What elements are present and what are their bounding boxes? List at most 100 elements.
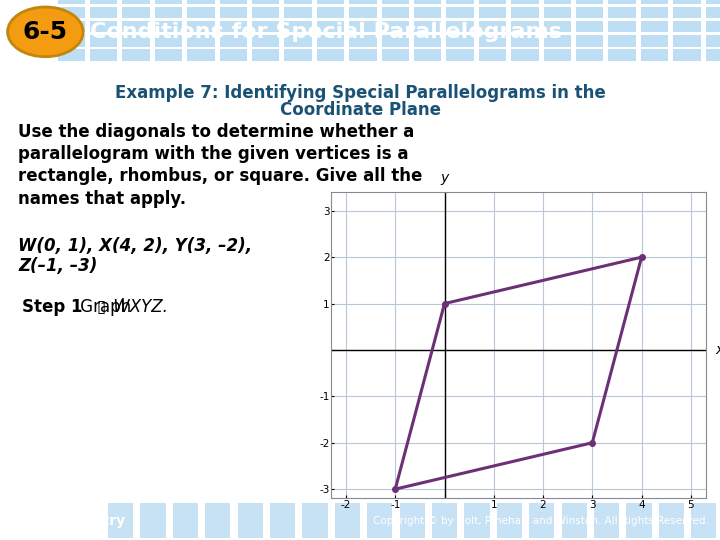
FancyBboxPatch shape <box>252 0 279 4</box>
FancyBboxPatch shape <box>220 35 247 46</box>
FancyBboxPatch shape <box>382 0 409 4</box>
FancyBboxPatch shape <box>511 7 539 18</box>
FancyBboxPatch shape <box>220 49 247 60</box>
FancyBboxPatch shape <box>544 21 571 32</box>
FancyBboxPatch shape <box>529 503 554 538</box>
FancyBboxPatch shape <box>544 0 571 4</box>
FancyBboxPatch shape <box>349 21 377 32</box>
FancyBboxPatch shape <box>511 0 539 4</box>
Text: Step 1: Step 1 <box>22 298 83 316</box>
FancyBboxPatch shape <box>58 21 85 32</box>
FancyBboxPatch shape <box>90 21 117 32</box>
FancyBboxPatch shape <box>58 49 85 60</box>
Text: rectangle, rhombus, or square. Give all the: rectangle, rhombus, or square. Give all … <box>18 167 423 185</box>
FancyBboxPatch shape <box>122 0 150 4</box>
FancyBboxPatch shape <box>317 21 344 32</box>
FancyBboxPatch shape <box>284 35 312 46</box>
FancyBboxPatch shape <box>284 7 312 18</box>
FancyBboxPatch shape <box>706 35 720 46</box>
FancyBboxPatch shape <box>400 503 425 538</box>
FancyBboxPatch shape <box>382 21 409 32</box>
FancyBboxPatch shape <box>576 49 603 60</box>
FancyBboxPatch shape <box>122 49 150 60</box>
FancyBboxPatch shape <box>155 21 182 32</box>
FancyBboxPatch shape <box>317 49 344 60</box>
FancyBboxPatch shape <box>155 0 182 4</box>
FancyBboxPatch shape <box>220 21 247 32</box>
FancyBboxPatch shape <box>544 35 571 46</box>
FancyBboxPatch shape <box>414 49 441 60</box>
FancyBboxPatch shape <box>349 35 377 46</box>
FancyBboxPatch shape <box>317 0 344 4</box>
FancyBboxPatch shape <box>608 35 636 46</box>
FancyBboxPatch shape <box>122 7 150 18</box>
Text: y: y <box>441 171 449 185</box>
FancyBboxPatch shape <box>90 49 117 60</box>
FancyBboxPatch shape <box>252 35 279 46</box>
FancyBboxPatch shape <box>608 49 636 60</box>
FancyBboxPatch shape <box>706 7 720 18</box>
Text: Conditions for Special Parallelograms: Conditions for Special Parallelograms <box>90 22 562 42</box>
FancyBboxPatch shape <box>317 7 344 18</box>
FancyBboxPatch shape <box>641 7 668 18</box>
Text: x: x <box>716 343 720 357</box>
Text: WXYZ.: WXYZ. <box>108 298 168 316</box>
FancyBboxPatch shape <box>284 0 312 4</box>
FancyBboxPatch shape <box>673 35 701 46</box>
FancyBboxPatch shape <box>382 7 409 18</box>
FancyBboxPatch shape <box>673 21 701 32</box>
FancyBboxPatch shape <box>594 503 619 538</box>
FancyBboxPatch shape <box>576 7 603 18</box>
FancyBboxPatch shape <box>576 35 603 46</box>
FancyBboxPatch shape <box>497 503 522 538</box>
FancyBboxPatch shape <box>349 7 377 18</box>
Text: Holt Geometry: Holt Geometry <box>11 514 125 528</box>
FancyBboxPatch shape <box>544 7 571 18</box>
FancyBboxPatch shape <box>562 503 587 538</box>
FancyBboxPatch shape <box>446 21 474 32</box>
FancyBboxPatch shape <box>187 21 215 32</box>
FancyBboxPatch shape <box>140 503 166 538</box>
FancyBboxPatch shape <box>367 503 392 538</box>
FancyBboxPatch shape <box>641 0 668 4</box>
FancyBboxPatch shape <box>414 21 441 32</box>
FancyBboxPatch shape <box>155 35 182 46</box>
Text: Use the diagonals to determine whether a: Use the diagonals to determine whether a <box>18 123 414 141</box>
FancyBboxPatch shape <box>511 49 539 60</box>
FancyBboxPatch shape <box>479 35 506 46</box>
FancyBboxPatch shape <box>691 503 716 538</box>
Text: Coordinate Plane: Coordinate Plane <box>279 102 441 119</box>
FancyBboxPatch shape <box>706 49 720 60</box>
FancyBboxPatch shape <box>446 7 474 18</box>
FancyBboxPatch shape <box>673 0 701 4</box>
FancyBboxPatch shape <box>464 503 490 538</box>
FancyBboxPatch shape <box>414 35 441 46</box>
FancyBboxPatch shape <box>479 0 506 4</box>
FancyBboxPatch shape <box>58 35 85 46</box>
FancyBboxPatch shape <box>122 21 150 32</box>
Text: ▯: ▯ <box>97 298 106 316</box>
FancyBboxPatch shape <box>446 0 474 4</box>
FancyBboxPatch shape <box>576 0 603 4</box>
Text: parallelogram with the given vertices is a: parallelogram with the given vertices is… <box>18 145 408 163</box>
FancyBboxPatch shape <box>220 7 247 18</box>
FancyBboxPatch shape <box>335 503 360 538</box>
FancyBboxPatch shape <box>641 21 668 32</box>
FancyBboxPatch shape <box>187 49 215 60</box>
FancyBboxPatch shape <box>706 21 720 32</box>
FancyBboxPatch shape <box>479 21 506 32</box>
FancyBboxPatch shape <box>187 35 215 46</box>
FancyBboxPatch shape <box>90 0 117 4</box>
FancyBboxPatch shape <box>641 35 668 46</box>
FancyBboxPatch shape <box>659 503 684 538</box>
Text: names that apply.: names that apply. <box>18 190 186 208</box>
FancyBboxPatch shape <box>608 7 636 18</box>
FancyBboxPatch shape <box>349 49 377 60</box>
FancyBboxPatch shape <box>284 49 312 60</box>
FancyBboxPatch shape <box>155 49 182 60</box>
FancyBboxPatch shape <box>414 0 441 4</box>
FancyBboxPatch shape <box>382 35 409 46</box>
FancyBboxPatch shape <box>252 21 279 32</box>
FancyBboxPatch shape <box>626 503 652 538</box>
FancyBboxPatch shape <box>284 21 312 32</box>
